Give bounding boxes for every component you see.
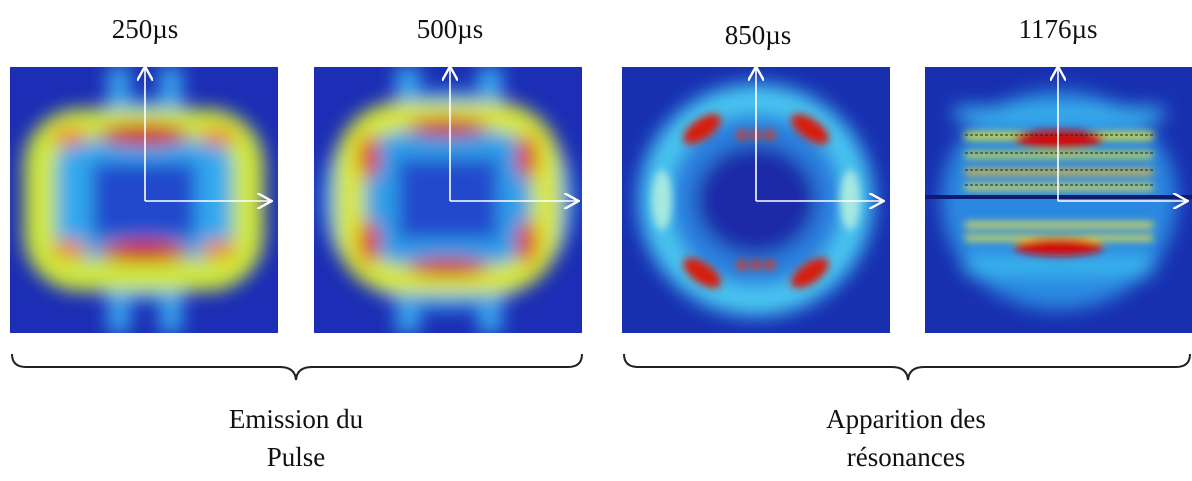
group-caption: Pulse xyxy=(267,442,326,472)
heatmap xyxy=(10,67,278,333)
panel-label: 250µs xyxy=(112,14,179,44)
panel-label: 850µs xyxy=(725,20,792,50)
group-caption: Emission du xyxy=(229,404,364,434)
heatmap xyxy=(314,67,582,333)
axes-arrows xyxy=(145,68,1186,201)
panel-label: 500µs xyxy=(417,14,484,44)
panel-label: 1176µs xyxy=(1018,14,1097,44)
brace xyxy=(11,353,1191,381)
group-caption: Apparition des xyxy=(826,404,986,434)
group-caption: résonances xyxy=(847,442,965,472)
